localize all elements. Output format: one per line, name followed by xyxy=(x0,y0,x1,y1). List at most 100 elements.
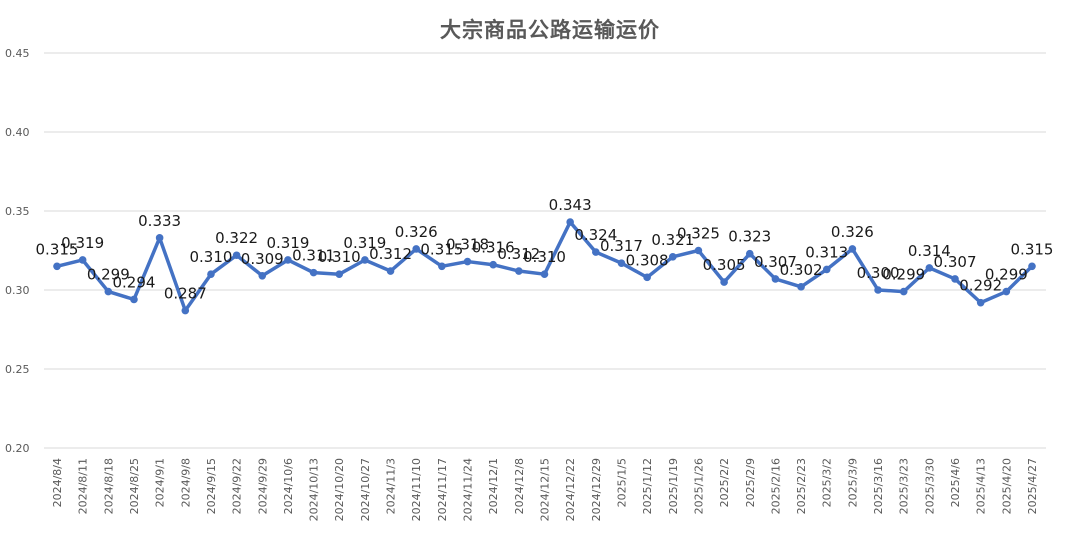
x-tick-label: 2024/8/4 xyxy=(51,458,64,507)
y-tick-label: 0.20 xyxy=(5,442,30,455)
data-label: 0.312 xyxy=(369,245,412,263)
data-point xyxy=(232,251,241,260)
data-label: 0.315 xyxy=(420,240,463,258)
data-label: 0.312 xyxy=(497,245,540,263)
x-tick-label: 2025/1/5 xyxy=(615,458,628,507)
x-tick-label: 2024/11/3 xyxy=(385,458,398,514)
y-tick-label: 0.45 xyxy=(5,47,30,60)
x-tick-label: 2024/10/13 xyxy=(308,458,321,521)
x-tick-label: 2025/4/13 xyxy=(975,458,988,514)
x-tick-label: 2025/1/12 xyxy=(641,458,654,514)
data-label: 0.309 xyxy=(241,250,284,268)
data-label: 0.326 xyxy=(831,223,874,241)
x-tick-label: 2025/3/9 xyxy=(846,458,859,507)
data-point xyxy=(181,306,190,315)
data-point xyxy=(951,275,959,283)
data-label: 0.325 xyxy=(677,225,720,243)
data-point xyxy=(515,267,523,275)
data-label: 0.299 xyxy=(985,266,1028,284)
data-point xyxy=(643,273,651,282)
data-point xyxy=(745,249,754,258)
data-point xyxy=(361,256,369,264)
data-label: 0.319 xyxy=(266,234,309,252)
x-tick-label: 2025/1/26 xyxy=(692,458,705,514)
x-tick-label: 2024/9/22 xyxy=(231,458,244,514)
data-point xyxy=(771,275,780,283)
data-point xyxy=(104,287,113,296)
data-point xyxy=(1028,262,1036,271)
data-point xyxy=(540,270,549,279)
data-point xyxy=(155,234,164,242)
x-tick-label: 2024/10/20 xyxy=(333,458,346,521)
data-point xyxy=(284,256,292,264)
data-label: 0.317 xyxy=(600,237,643,255)
x-tick-label: 2025/2/23 xyxy=(795,458,808,514)
data-label: 0.311 xyxy=(292,247,335,265)
data-point xyxy=(899,287,908,296)
x-tick-label: 2025/4/20 xyxy=(1000,458,1013,514)
data-label: 0.323 xyxy=(728,228,771,246)
data-label: 0.310 xyxy=(318,248,361,266)
data-label: 0.294 xyxy=(112,273,155,291)
y-tick-label: 0.30 xyxy=(5,284,30,297)
data-label: 0.307 xyxy=(754,253,797,271)
chart-title: 大宗商品公路运输运价 xyxy=(440,18,660,42)
data-label: 0.319 xyxy=(343,234,386,252)
data-label: 0.307 xyxy=(934,253,977,271)
x-tick-label: 2024/11/10 xyxy=(410,458,423,521)
x-tick-label: 2024/12/1 xyxy=(487,458,500,514)
data-label: 0.305 xyxy=(703,256,746,274)
data-point xyxy=(848,245,857,253)
data-label: 0.322 xyxy=(215,229,258,247)
data-point xyxy=(335,270,344,279)
x-tick-label: 2024/12/22 xyxy=(564,458,577,521)
data-point xyxy=(412,245,421,253)
x-tick-label: 2025/3/16 xyxy=(872,458,885,514)
x-tick-label: 2024/12/15 xyxy=(539,458,552,521)
data-label: 0.300 xyxy=(857,264,900,282)
x-tick-label: 2024/12/29 xyxy=(590,458,603,521)
x-tick-label: 2024/9/29 xyxy=(256,458,269,514)
data-label: 0.318 xyxy=(446,236,489,254)
x-tick-label: 2025/1/19 xyxy=(667,458,680,514)
data-label: 0.308 xyxy=(626,251,669,269)
x-tick-label: 2024/9/15 xyxy=(205,458,218,514)
x-tick-label: 2025/3/30 xyxy=(923,458,936,514)
data-label: 0.313 xyxy=(805,243,848,261)
data-label: 0.287 xyxy=(164,285,207,303)
data-point xyxy=(489,260,497,269)
data-point xyxy=(53,262,61,271)
x-tick-label: 2025/2/16 xyxy=(769,458,782,514)
x-tick-label: 2024/8/25 xyxy=(128,458,141,514)
data-point xyxy=(1002,287,1011,296)
data-point xyxy=(874,286,882,294)
x-tick-label: 2024/12/8 xyxy=(513,458,526,514)
data-point xyxy=(822,265,831,274)
x-tick-label: 2024/8/11 xyxy=(77,458,90,514)
data-point xyxy=(566,218,574,226)
data-point xyxy=(309,268,318,277)
data-label: 0.292 xyxy=(959,277,1002,295)
x-tick-label: 2025/3/23 xyxy=(898,458,911,514)
x-tick-label: 2025/2/2 xyxy=(718,458,731,507)
x-tick-label: 2024/11/24 xyxy=(462,458,475,521)
x-tick-label: 2024/11/17 xyxy=(436,458,449,521)
data-label: 0.343 xyxy=(549,196,592,214)
data-point xyxy=(130,295,138,304)
data-label: 0.315 xyxy=(36,240,79,258)
data-label: 0.315 xyxy=(1011,240,1054,258)
data-point xyxy=(258,271,267,280)
data-label: 0.314 xyxy=(908,242,951,260)
x-tick-label: 2025/2/9 xyxy=(744,458,757,507)
data-point xyxy=(720,278,728,286)
data-label: 0.326 xyxy=(395,223,438,241)
x-tick-label: 2024/8/18 xyxy=(102,458,115,514)
data-label: 0.299 xyxy=(882,266,925,284)
data-point xyxy=(925,264,934,272)
data-point xyxy=(207,270,215,279)
y-tick-label: 0.35 xyxy=(5,205,30,218)
x-tick-label: 2024/10/6 xyxy=(282,458,295,514)
data-point xyxy=(592,248,600,256)
data-point xyxy=(438,262,446,271)
